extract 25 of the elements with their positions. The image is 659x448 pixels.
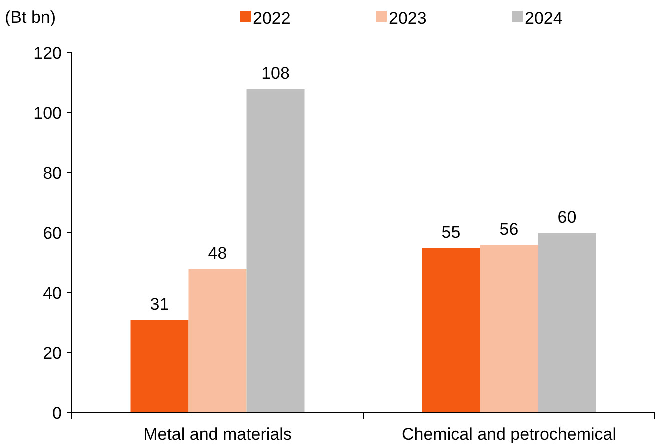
bar (246, 89, 305, 413)
y-tick-label: 100 (34, 104, 62, 123)
legend-label: 2023 (389, 8, 427, 28)
y-tick-label: 40 (43, 284, 62, 303)
y-tick-label: 120 (34, 44, 62, 63)
y-tick-label: 0 (52, 404, 62, 423)
data-label: 108 (262, 64, 290, 83)
y-tick-label: 20 (43, 344, 62, 363)
x-tick-label: Metal and materials (144, 425, 292, 444)
bar (538, 233, 596, 413)
data-label: 31 (150, 295, 170, 314)
data-label: 55 (442, 223, 461, 242)
data-label: 60 (558, 208, 577, 227)
bar (480, 245, 538, 413)
legend-label: 2022 (253, 8, 291, 28)
y-tick-label: 60 (43, 224, 62, 243)
bar (422, 248, 480, 413)
bar (188, 269, 247, 413)
legend-label: 2024 (525, 8, 563, 28)
data-label: 56 (500, 220, 519, 239)
x-tick-label: Chemical and petrochemical (402, 425, 616, 444)
data-label: 48 (208, 244, 228, 263)
bar (130, 320, 189, 413)
y-axis-title: (Bt bn) (5, 8, 56, 27)
y-tick-label: 80 (43, 164, 62, 183)
